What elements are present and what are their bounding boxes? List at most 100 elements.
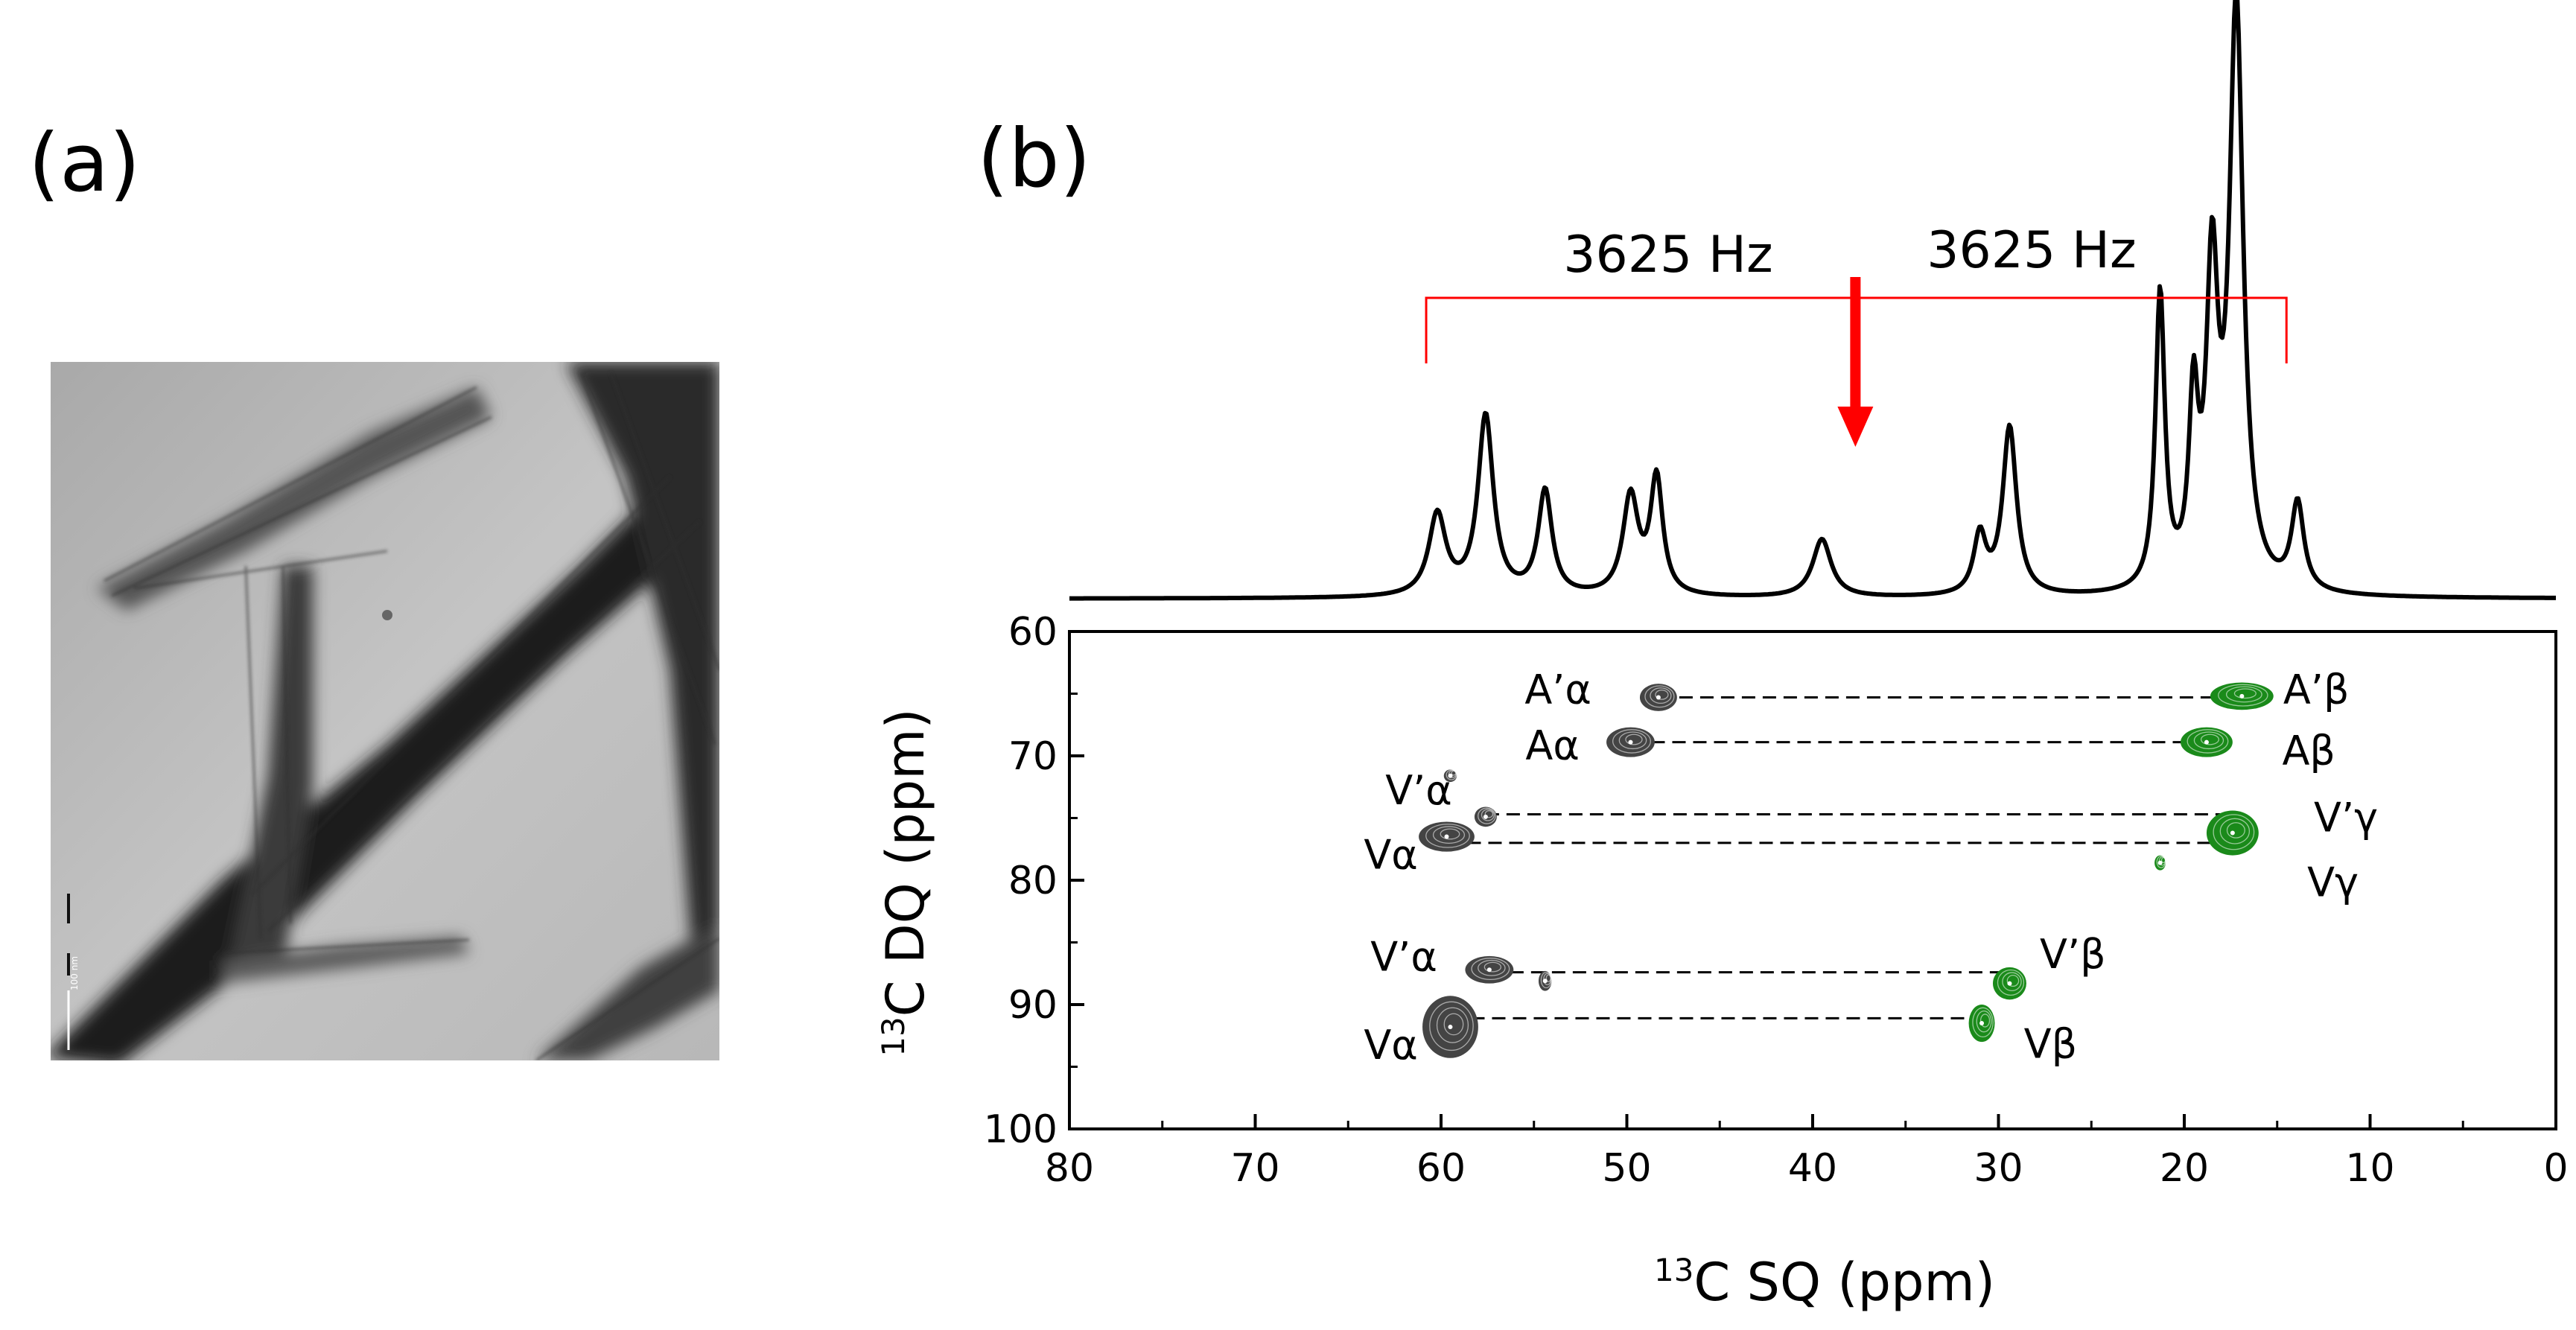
dq-contour-center: [2204, 739, 2209, 745]
dq-contour-level: [2233, 688, 2257, 699]
sq-contour-center: [1448, 773, 1453, 778]
sq-contour-level: [1432, 826, 1466, 844]
y-tick-label: 90: [1008, 983, 1058, 1028]
sq-contour-level: [1650, 687, 1672, 704]
x-tick-label: 0: [2543, 1146, 2568, 1191]
micrograph: 100 nm: [51, 362, 719, 1060]
peak-label: A’β: [2283, 666, 2350, 713]
dq-contour-level: [2225, 686, 2262, 703]
x-tick-label: 60: [1416, 1146, 1466, 1191]
panel-a-label: (a): [28, 117, 140, 210]
x-tick-label: 80: [1045, 1146, 1094, 1191]
x-tick-label: 30: [1974, 1146, 2023, 1191]
y-tick-label: 80: [1008, 859, 1058, 903]
sq-contour-level: [1484, 810, 1494, 818]
sq-contour-level: [1440, 828, 1460, 840]
x-axis-title: 13C SQ (ppm): [1654, 1252, 1995, 1313]
sq-contour: [1639, 684, 1677, 711]
sq-contour-level: [1436, 1007, 1469, 1043]
sq-contour-center: [1444, 834, 1449, 839]
center-arrow-head: [1837, 407, 1874, 447]
sq-contour-level: [1471, 958, 1510, 981]
dq-contour: [2206, 810, 2259, 856]
dq-contour-level: [2160, 856, 2166, 864]
dq-contour-level: [2187, 729, 2229, 754]
peak-label: V’β: [2040, 931, 2106, 978]
dq-contour-center: [1979, 1021, 1985, 1026]
sq-contour-level: [1644, 685, 1675, 708]
dq-contour-center: [2157, 860, 2163, 865]
center-arrow: [1837, 277, 1874, 447]
dq-contour-level: [2218, 684, 2268, 707]
x-tick-label: 50: [1602, 1146, 1651, 1191]
sq-contour-level: [1443, 1013, 1464, 1036]
sq-contour-center: [1448, 1025, 1453, 1030]
panel-b-label: (b): [977, 112, 1091, 206]
dq-contour-level: [2200, 734, 2219, 745]
correlation-lines: [1446, 696, 2242, 1019]
sq-contour-level: [1481, 809, 1495, 821]
separation-label-left: 3625 Hz: [1563, 226, 1773, 284]
sq-contour-level: [1655, 690, 1669, 700]
scale-bar: 100 nm: [67, 894, 80, 1050]
dq-contour-level: [2213, 814, 2255, 850]
sq-contour: [1465, 955, 1514, 984]
peak-label: V’α: [1370, 934, 1437, 981]
sq-contour-level: [1483, 961, 1502, 973]
dq-contour-level: [2002, 972, 2022, 992]
micrograph-speck: [382, 610, 392, 620]
x-axis: 80 70 60 50 40 30 20 10 0: [1045, 1114, 2569, 1191]
dq-contour-center: [2239, 693, 2245, 699]
sq-contour-center: [1483, 814, 1488, 819]
peak-label: Vγ: [2307, 859, 2359, 906]
sq-contour-level: [1425, 824, 1470, 848]
x-tick-label: 40: [1788, 1146, 1837, 1191]
sq-contours: [1419, 684, 1677, 1058]
sq-contour-level: [1618, 731, 1647, 750]
dq-contour-center: [2230, 830, 2235, 836]
dq-contour-level: [2193, 731, 2224, 750]
sq-contour-level: [1478, 807, 1496, 824]
dq-contour: [2181, 727, 2233, 757]
sq-contour-center: [1486, 967, 1492, 973]
dq-contour-center: [2007, 981, 2012, 986]
sq-contour-level: [1451, 770, 1457, 776]
sq-contour: [1422, 996, 1478, 1058]
sq-contour-level: [1478, 959, 1506, 976]
sq-contour-center: [1656, 695, 1661, 700]
peak-labels: A’α Aα V’α Vα V’α Vα A’β Aβ V’γ Vγ V’β Vβ: [1364, 666, 2378, 1069]
sq-contour: [1419, 821, 1475, 852]
projection-spectrum: [1069, 0, 2557, 601]
peak-label: A’α: [1524, 666, 1591, 713]
dq-contour-level: [1979, 1014, 1991, 1028]
sq-contour-level: [1429, 1001, 1474, 1051]
peak-label: Vα: [1364, 1022, 1418, 1069]
dq-contour: [2154, 855, 2166, 871]
sq-contour-center: [1542, 979, 1548, 984]
peak-label: Aα: [1525, 722, 1580, 769]
y-tick-label: 100: [984, 1107, 1058, 1152]
dq-contour: [1968, 1005, 1995, 1043]
y-axis: 60 70 80 90 100: [984, 610, 1084, 1152]
dq-contour-level: [1972, 1007, 1994, 1038]
peak-label: V’α: [1385, 767, 1452, 814]
fiber-bundles-dark: [51, 362, 719, 1060]
dq-contour: [2210, 682, 2274, 710]
peak-label: Vβ: [2024, 1020, 2077, 1067]
x-tick-label: 20: [2160, 1146, 2209, 1191]
dq-contours: [1968, 682, 2274, 1043]
sq-contour-level: [1545, 974, 1551, 982]
y-tick-label: 60: [1008, 610, 1058, 655]
fiber-strands: [104, 372, 719, 1060]
dq-contour-level: [2226, 822, 2245, 839]
dq-contour-level: [1997, 969, 2025, 996]
separation-label-right: 3625 Hz: [1927, 221, 2137, 280]
dq-contour-level: [2006, 974, 2020, 987]
sq-contour-center: [1628, 739, 1633, 745]
sq-contour-level: [1612, 729, 1651, 754]
peak-label: V’γ: [2314, 795, 2378, 841]
dq-contour-level: [2219, 818, 2251, 844]
x-tick-label: 70: [1230, 1146, 1279, 1191]
y-tick-label: 70: [1008, 734, 1058, 779]
